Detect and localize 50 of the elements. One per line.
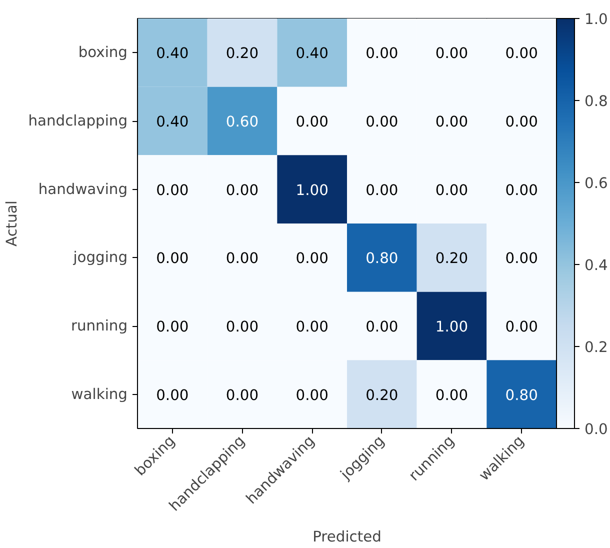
data-label: 0.00 — [505, 182, 538, 199]
color-bar-label: 1.0 — [584, 11, 608, 28]
data-label: 0.00 — [296, 386, 328, 404]
y-tick-label: walking — [71, 386, 128, 403]
y-tick-label: jogging — [72, 249, 128, 266]
data-label: 0.80 — [505, 386, 538, 404]
data-label: 0.00 — [156, 182, 189, 199]
data-label: 0.00 — [156, 318, 189, 336]
y-tick-label: handclapping — [28, 112, 128, 130]
data-label: 0.00 — [366, 318, 398, 336]
data-label: 0.20 — [366, 386, 398, 404]
data-label: 0.00 — [226, 318, 259, 336]
data-label: 0.00 — [366, 182, 398, 199]
data-label: 0.00 — [296, 250, 328, 268]
data-label: 0.00 — [296, 318, 328, 336]
data-label: 1.00 — [296, 182, 328, 199]
color-bar-label: 0.2 — [584, 339, 608, 356]
data-label: 0.00 — [156, 250, 189, 268]
data-label: 0.60 — [226, 114, 259, 130]
data-label: 0.20 — [226, 45, 259, 62]
data-label: 0.40 — [296, 45, 328, 62]
color-bar-label: 0.0 — [584, 421, 608, 438]
y-axis-title: Actual — [3, 200, 20, 246]
data-label: 0.00 — [226, 386, 259, 404]
color-bar-label: 0.8 — [584, 93, 608, 110]
data-label: 0.20 — [435, 250, 468, 268]
data-label: 0.00 — [435, 45, 468, 62]
data-label: 0.00 — [226, 250, 259, 268]
data-label: 0.00 — [435, 114, 468, 130]
y-tick-label: running — [70, 318, 128, 334]
y-tick-label: handwaving — [38, 180, 128, 198]
data-label: 0.00 — [226, 182, 259, 199]
y-tick-label: boxing — [78, 44, 128, 62]
data-label: 0.00 — [296, 114, 328, 130]
data-label: 0.00 — [435, 182, 468, 199]
data-label: 1.00 — [435, 318, 468, 336]
data-label: 0.00 — [505, 45, 538, 62]
data-label: 0.00 — [366, 114, 398, 130]
data-label: 0.00 — [156, 386, 189, 404]
data-label: 0.00 — [435, 386, 468, 404]
x-axis-title: Predicted — [312, 528, 382, 546]
data-label: 0.40 — [156, 45, 189, 62]
data-label: 0.40 — [156, 114, 189, 130]
data-label: 0.00 — [505, 250, 538, 268]
color-bar-label: 0.4 — [584, 257, 608, 274]
data-label: 0.00 — [366, 45, 398, 62]
data-label: 0.00 — [505, 318, 538, 336]
data-label: 0.80 — [366, 250, 398, 268]
data-label: 0.00 — [505, 114, 538, 130]
color-bar-label: 0.6 — [584, 175, 608, 192]
